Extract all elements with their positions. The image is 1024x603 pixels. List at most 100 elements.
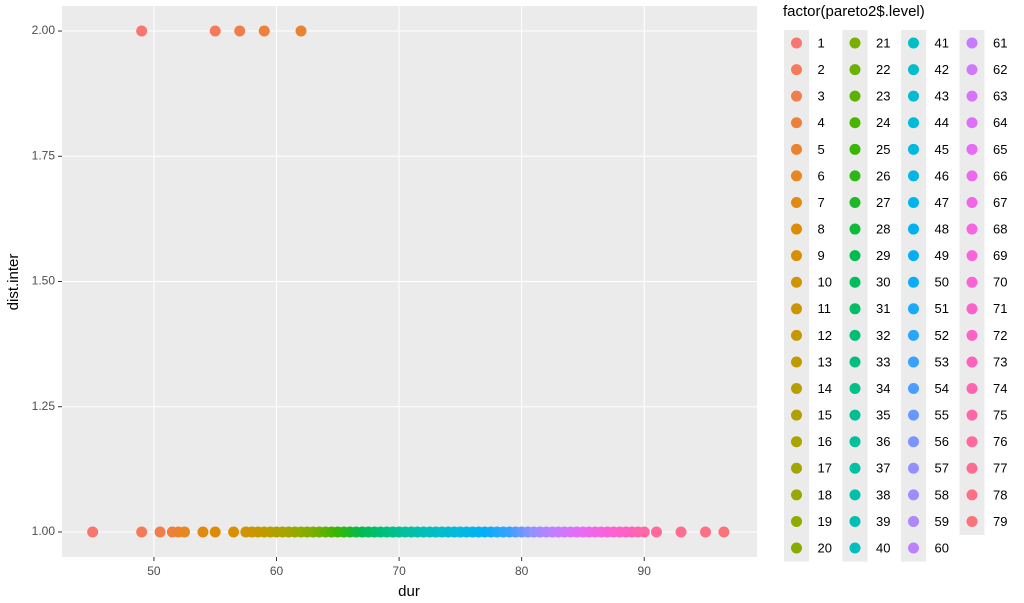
- legend-label: 22: [876, 62, 890, 77]
- legend-label: 68: [993, 221, 1007, 236]
- legend-key: [908, 196, 919, 208]
- y-axis-title: dist.inter: [5, 254, 22, 311]
- legend-key: [908, 356, 919, 368]
- x-tick-label: 90: [638, 564, 652, 578]
- legend-label: 74: [993, 381, 1007, 396]
- y-tick-label: 2.00: [32, 23, 56, 37]
- legend-label: 25: [876, 142, 890, 157]
- legend-key: [849, 409, 861, 421]
- legend-key: [849, 143, 861, 155]
- point: [197, 526, 209, 538]
- legend-key: [966, 250, 978, 262]
- legend-key: [791, 276, 802, 288]
- legend-key: [966, 383, 978, 395]
- legend-key: [966, 276, 978, 288]
- legend-key: [849, 64, 861, 76]
- point: [638, 526, 650, 538]
- legend-label: 7: [818, 195, 825, 210]
- legend-label: 19: [818, 514, 832, 529]
- legend-key: [791, 64, 802, 76]
- legend-label: 51: [935, 301, 949, 316]
- legend-key: [791, 489, 802, 501]
- point: [136, 25, 148, 37]
- legend-label: 2: [818, 62, 825, 77]
- x-tick-label: 70: [392, 564, 406, 578]
- legend-label: 66: [993, 168, 1007, 183]
- legend-key: [849, 117, 861, 129]
- legend-label: 10: [818, 275, 832, 290]
- legend-key: [849, 356, 861, 368]
- legend-key: [791, 303, 802, 315]
- legend-key: [849, 223, 861, 235]
- legend-label: 58: [935, 487, 949, 502]
- legend-label: 17: [818, 461, 832, 476]
- point: [650, 526, 662, 538]
- point: [179, 526, 191, 538]
- legend-label: 37: [876, 461, 890, 476]
- legend-label: 50: [935, 275, 949, 290]
- legend-key: [908, 276, 919, 288]
- legend-label: 26: [876, 168, 890, 183]
- legend-label: 64: [993, 115, 1007, 130]
- legend-key: [966, 143, 978, 155]
- legend-label: 72: [993, 328, 1007, 343]
- legend-label: 20: [818, 540, 832, 555]
- legend-label: 53: [935, 354, 949, 369]
- legend-key: [908, 223, 919, 235]
- legend-label: 44: [935, 115, 949, 130]
- legend-label: 42: [935, 62, 949, 77]
- legend-label: 61: [993, 35, 1007, 50]
- legend-key: [849, 515, 861, 527]
- legend-key: [908, 489, 919, 501]
- legend-label: 55: [935, 408, 949, 423]
- point: [136, 526, 148, 538]
- legend-key: [966, 489, 978, 501]
- legend-label: 69: [993, 248, 1007, 263]
- legend-label: 40: [876, 540, 890, 555]
- legend-key: [849, 329, 861, 341]
- legend-label: 47: [935, 195, 949, 210]
- legend-label: 18: [818, 487, 832, 502]
- legend-key: [908, 515, 919, 527]
- legend-label: 59: [935, 514, 949, 529]
- legend-label: 4: [818, 115, 825, 130]
- legend-key: [791, 462, 802, 474]
- legend-key: [849, 542, 861, 554]
- legend-key: [791, 436, 802, 448]
- point: [209, 25, 221, 37]
- legend: 1234567891011121314151617181920212223242…: [784, 30, 1007, 562]
- legend-key: [791, 356, 802, 368]
- legend-label: 70: [993, 275, 1007, 290]
- legend-key: [908, 462, 919, 474]
- legend-key: [966, 37, 978, 49]
- legend-label: 12: [818, 328, 832, 343]
- legend-label: 54: [935, 381, 949, 396]
- legend-label: 49: [935, 248, 949, 263]
- legend-key-column: [901, 30, 926, 562]
- grid: [62, 6, 757, 557]
- x-tick-label: 80: [515, 564, 529, 578]
- legend-key: [791, 329, 802, 341]
- legend-key: [849, 462, 861, 474]
- legend-key-column: [784, 30, 809, 562]
- legend-key: [791, 143, 802, 155]
- legend-label: 31: [876, 301, 890, 316]
- legend-key: [908, 143, 919, 155]
- legend-label: 48: [935, 221, 949, 236]
- legend-key: [908, 170, 919, 182]
- point: [87, 526, 99, 538]
- legend-label: 63: [993, 89, 1007, 104]
- y-tick-label: 1.00: [32, 524, 56, 538]
- point: [295, 25, 307, 37]
- point: [154, 526, 166, 538]
- legend-key: [849, 383, 861, 395]
- legend-key: [966, 356, 978, 368]
- y-tick-label: 1.25: [32, 399, 56, 413]
- legend-key: [908, 409, 919, 421]
- legend-key: [966, 462, 978, 474]
- point: [209, 526, 221, 538]
- legend-key: [908, 64, 919, 76]
- legend-label: 43: [935, 89, 949, 104]
- legend-label: 56: [935, 434, 949, 449]
